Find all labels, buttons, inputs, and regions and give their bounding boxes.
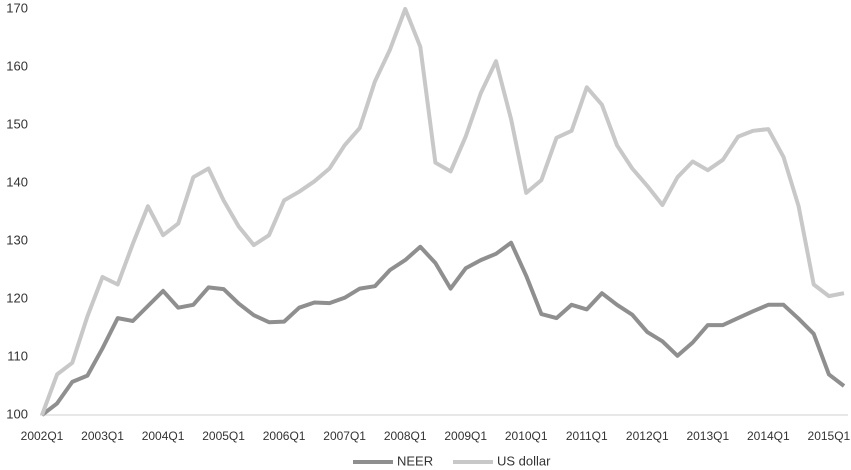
x-tick-label: 2014Q1 xyxy=(747,429,790,443)
y-tick-label: 140 xyxy=(6,174,28,189)
x-tick-label: 2013Q1 xyxy=(686,429,729,443)
legend-label: US dollar xyxy=(497,453,551,468)
x-tick-label: 2010Q1 xyxy=(505,429,548,443)
x-tick-label: 2008Q1 xyxy=(384,429,427,443)
y-tick-label: 110 xyxy=(7,348,28,363)
y-tick-label: 150 xyxy=(6,116,28,131)
x-tick-label: 2005Q1 xyxy=(202,429,245,443)
x-tick-label: 2007Q1 xyxy=(323,429,366,443)
y-tick-label: 100 xyxy=(6,406,28,421)
y-tick-label: 130 xyxy=(6,232,28,247)
x-tick-label: 2003Q1 xyxy=(81,429,124,443)
x-tick-label: 2004Q1 xyxy=(142,429,185,443)
x-tick-label: 2006Q1 xyxy=(263,429,306,443)
x-tick-label: 2009Q1 xyxy=(444,429,487,443)
y-tick-label: 120 xyxy=(6,290,28,305)
x-tick-label: 2015Q1 xyxy=(808,429,851,443)
series-line xyxy=(40,7,845,416)
x-tick-label: 2002Q1 xyxy=(21,429,64,443)
y-tick-label: 160 xyxy=(6,58,28,73)
series-line xyxy=(40,240,846,417)
x-tick-label: 2011Q1 xyxy=(566,429,608,443)
legend-label: NEER xyxy=(397,453,433,468)
x-tick-label: 2012Q1 xyxy=(626,429,669,443)
y-tick-label: 170 xyxy=(6,0,28,15)
